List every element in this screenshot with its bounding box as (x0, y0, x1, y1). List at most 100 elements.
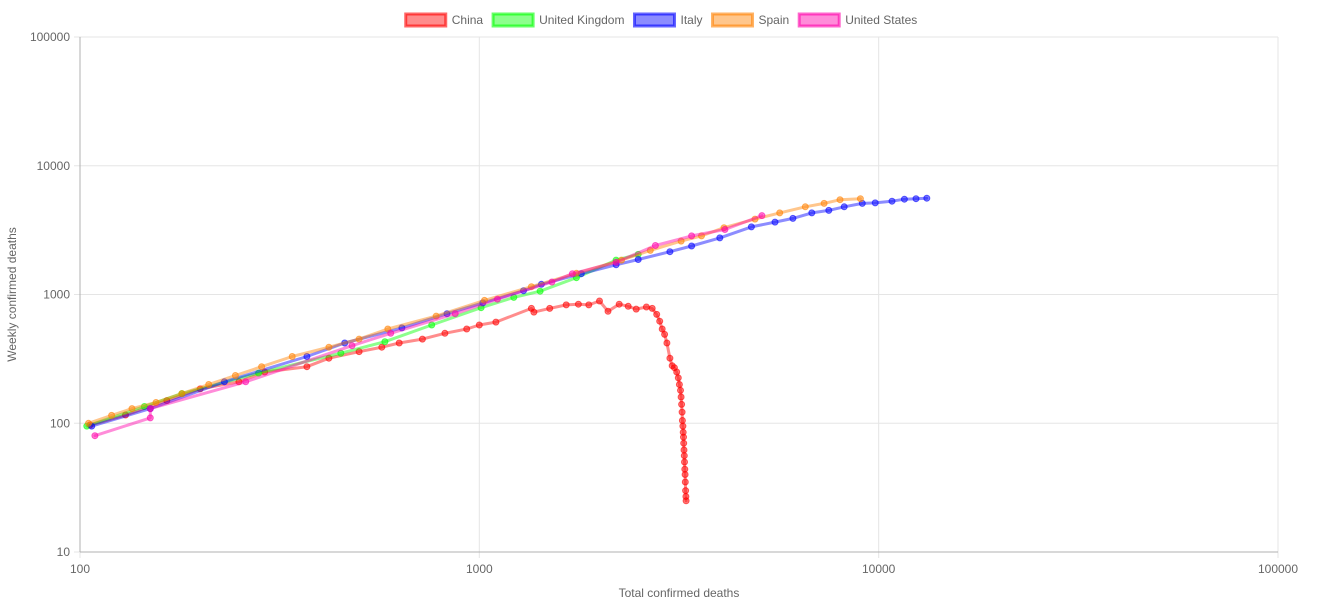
data-point[interactable] (140, 403, 148, 410)
data-point[interactable] (235, 378, 243, 386)
legend-item[interactable]: China (404, 12, 484, 28)
data-point[interactable] (677, 386, 684, 394)
data-point[interactable] (585, 301, 593, 309)
data-point[interactable] (758, 212, 766, 220)
data-point[interactable] (801, 203, 809, 211)
data-point[interactable] (395, 339, 403, 347)
data-point[interactable] (596, 297, 603, 305)
data-point[interactable] (91, 432, 99, 440)
data-point[interactable] (681, 478, 689, 486)
data-point[interactable] (231, 372, 239, 379)
data-point[interactable] (808, 209, 816, 217)
data-point[interactable] (604, 307, 612, 315)
data-point[interactable] (562, 301, 570, 309)
data-point[interactable] (677, 237, 685, 245)
data-point[interactable] (303, 363, 311, 371)
data-point[interactable] (481, 296, 488, 304)
data-point[interactable] (475, 321, 483, 329)
data-point[interactable] (122, 411, 129, 419)
data-point[interactable] (856, 195, 864, 203)
data-point[interactable] (205, 381, 213, 388)
data-point[interactable] (432, 312, 440, 320)
data-point[interactable] (680, 433, 687, 441)
data-point[interactable] (923, 194, 931, 202)
data-point[interactable] (398, 324, 406, 332)
data-point[interactable] (568, 270, 576, 278)
data-point[interactable] (451, 310, 459, 318)
data-point[interactable] (681, 458, 688, 466)
data-point[interactable] (675, 381, 683, 388)
legend-item[interactable]: Spain (711, 12, 790, 28)
data-point[interactable] (527, 283, 535, 291)
data-point[interactable] (871, 199, 879, 207)
data-point[interactable] (520, 287, 527, 295)
data-point[interactable] (666, 354, 674, 362)
data-point[interactable] (108, 411, 116, 419)
data-point[interactable] (163, 397, 171, 405)
data-point[interactable] (747, 223, 755, 231)
data-point[interactable] (698, 232, 705, 240)
data-point[interactable] (900, 195, 908, 203)
data-point[interactable] (678, 417, 686, 424)
data-point[interactable] (663, 339, 671, 347)
data-point[interactable] (325, 343, 333, 351)
data-point[interactable] (242, 378, 250, 386)
data-point[interactable] (888, 197, 896, 205)
data-point[interactable] (776, 209, 784, 217)
data-point[interactable] (537, 280, 545, 288)
data-point[interactable] (615, 300, 623, 308)
data-point[interactable] (441, 329, 449, 337)
legend-item[interactable]: United States (797, 12, 917, 28)
data-point[interactable] (678, 400, 686, 408)
data-point[interactable] (510, 293, 518, 301)
data-point[interactable] (682, 497, 690, 505)
data-point[interactable] (146, 405, 154, 413)
data-point[interactable] (679, 422, 687, 430)
data-point[interactable] (337, 349, 345, 357)
data-point[interactable] (656, 317, 664, 325)
data-point[interactable] (825, 206, 833, 214)
data-point[interactable] (673, 368, 681, 376)
data-point[interactable] (152, 399, 160, 406)
data-point[interactable] (688, 232, 696, 240)
data-point[interactable] (678, 408, 686, 416)
data-point[interactable] (716, 234, 724, 242)
data-point[interactable] (85, 419, 92, 427)
data-point[interactable] (381, 338, 389, 346)
data-point[interactable] (530, 308, 538, 316)
data-point[interactable] (836, 196, 844, 204)
data-point[interactable] (634, 256, 642, 263)
data-point[interactable] (546, 304, 554, 312)
data-point[interactable] (642, 303, 650, 311)
data-point[interactable] (912, 195, 920, 203)
data-point[interactable] (303, 353, 311, 360)
data-point[interactable] (789, 214, 797, 222)
data-point[interactable] (666, 248, 674, 256)
data-point[interactable] (674, 374, 682, 382)
data-point[interactable] (443, 310, 451, 318)
data-point[interactable] (258, 363, 266, 371)
data-point[interactable] (648, 304, 656, 312)
data-point[interactable] (355, 335, 363, 343)
data-point[interactable] (771, 218, 779, 226)
data-point[interactable] (653, 310, 661, 318)
data-point[interactable] (661, 330, 669, 338)
legend-item[interactable]: United Kingdom (491, 12, 624, 28)
data-point[interactable] (651, 242, 659, 249)
data-point[interactable] (341, 339, 349, 347)
data-point[interactable] (612, 258, 620, 266)
data-point[interactable] (196, 385, 204, 393)
legend-item[interactable]: Italy (632, 12, 703, 28)
data-point[interactable] (288, 353, 296, 360)
data-point[interactable] (680, 439, 688, 447)
data-point[interactable] (355, 348, 363, 356)
data-point[interactable] (680, 452, 688, 460)
data-point[interactable] (463, 325, 471, 333)
data-point[interactable] (387, 329, 395, 337)
data-point[interactable] (418, 335, 426, 343)
data-point[interactable] (682, 487, 690, 495)
data-point[interactable] (428, 321, 436, 329)
data-point[interactable] (751, 215, 759, 223)
data-point[interactable] (492, 318, 500, 326)
data-point[interactable] (646, 246, 654, 254)
